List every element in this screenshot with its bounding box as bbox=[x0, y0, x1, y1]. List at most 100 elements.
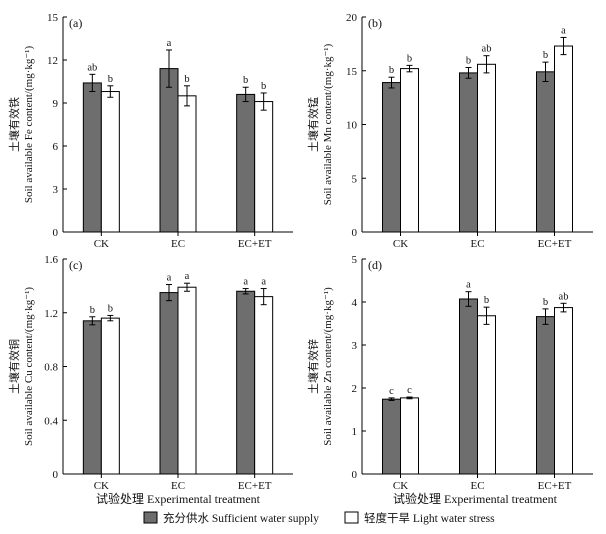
bar-sufficient-ec bbox=[159, 292, 179, 475]
bar-stress-ck bbox=[100, 317, 120, 475]
significance-letter: ab bbox=[482, 44, 492, 55]
y-tick-label: 0 bbox=[352, 469, 358, 481]
bar-stress-ec-et bbox=[554, 307, 573, 475]
y-tick-label: 20 bbox=[346, 12, 358, 24]
x-tick-label-ec-et: EC+ET bbox=[238, 238, 272, 250]
significance-letter: a bbox=[243, 277, 248, 288]
y-axis-label-en: Soil available Cu content/(mg·kg⁻¹) bbox=[23, 287, 35, 446]
x-tick-label-ck: CK bbox=[94, 480, 109, 492]
y-tick-label: 1 bbox=[352, 426, 358, 438]
legend: 充分供水 Sufficient water supply 轻度干旱 Light … bbox=[143, 511, 495, 525]
bar-stress-ec-et bbox=[554, 45, 573, 233]
y-tick-label: 3 bbox=[53, 184, 59, 196]
x-axis-title-right: 试验处理 Experimental treatment bbox=[393, 491, 558, 506]
bar-stress-ec-et bbox=[254, 101, 274, 233]
significance-letter: a bbox=[185, 271, 190, 282]
bar-sufficient-ec-et bbox=[536, 71, 555, 233]
y-axis-label-en: Soil available Fe content/(mg·kg⁻¹) bbox=[23, 46, 35, 204]
significance-letter: a bbox=[466, 280, 471, 291]
significance-letter: b bbox=[543, 297, 548, 308]
y-tick-label: 0.8 bbox=[44, 362, 58, 374]
panel-a: 0 3 6 9 12 15 (a) 土壤有效铁 Soil available Fe conten… bbox=[7, 12, 293, 250]
significance-letter: ab bbox=[559, 291, 569, 302]
significance-letter: c bbox=[407, 385, 412, 396]
bar-sufficient-ck bbox=[382, 82, 401, 233]
bar-sufficient-ec-et bbox=[236, 290, 256, 475]
bar-stress-ck bbox=[400, 68, 419, 233]
significance-letter: b bbox=[90, 305, 95, 316]
y-tick-label: 5 bbox=[352, 173, 358, 185]
y-tick-label: 4 bbox=[352, 297, 358, 309]
significance-letter: a bbox=[167, 273, 172, 284]
x-tick-label-ec: EC bbox=[470, 480, 484, 492]
bar-stress-ec-et bbox=[254, 296, 274, 475]
x-tick-label-ec: EC bbox=[470, 238, 484, 250]
y-tick-label: 3 bbox=[352, 340, 358, 352]
y-tick-label: 1.2 bbox=[44, 308, 58, 320]
x-tick-label-ec: EC bbox=[171, 480, 185, 492]
y-tick-label: 6 bbox=[53, 141, 59, 153]
y-axis-label-cn: 土壤有效铜 bbox=[7, 339, 21, 394]
x-axis-title-left: 试验处理 Experimental treatment bbox=[96, 491, 261, 506]
x-tick-label-ec-et: EC+ET bbox=[538, 480, 572, 492]
y-tick-label: 5 bbox=[352, 254, 358, 266]
significance-letter: b bbox=[243, 75, 248, 86]
legend-swatch-sufficient bbox=[143, 511, 158, 524]
significance-letter: b bbox=[484, 295, 489, 306]
y-tick-label: 0 bbox=[53, 469, 59, 481]
legend-label-stress: 轻度干旱 Light water stress bbox=[364, 511, 495, 525]
x-tick-label-ck: CK bbox=[393, 238, 408, 250]
bar-sufficient-ec bbox=[159, 68, 179, 233]
significance-letter: a bbox=[167, 38, 172, 49]
bar-sufficient-ck bbox=[82, 320, 102, 475]
significance-letter: ab bbox=[87, 62, 97, 73]
panel-label: (d) bbox=[368, 258, 382, 272]
y-tick-label: 15 bbox=[346, 66, 358, 78]
x-tick-label-ec: EC bbox=[171, 238, 185, 250]
x-tick-label-ck: CK bbox=[94, 238, 109, 250]
y-tick-label: 10 bbox=[346, 120, 358, 132]
panel-label: (a) bbox=[69, 16, 82, 30]
bar-sufficient-ec bbox=[459, 298, 478, 475]
significance-letter: a bbox=[261, 277, 266, 288]
panel-label: (b) bbox=[368, 16, 382, 30]
significance-letter: c bbox=[389, 386, 394, 397]
bar-stress-ec bbox=[477, 63, 496, 233]
y-tick-label: 12 bbox=[47, 55, 58, 67]
y-axis-label-en: Soil available Mn content/(mg·kg⁻¹) bbox=[322, 43, 334, 205]
legend-swatch-stress bbox=[344, 511, 359, 524]
y-tick-label: 0 bbox=[53, 227, 59, 239]
legend-label-sufficient: 充分供水 Sufficient water supply bbox=[163, 511, 319, 525]
panel-b: 0 5 10 15 20 (b) 土壤有效锰 Soil available Mn conten… bbox=[306, 12, 593, 250]
x-tick-label-ec-et: EC+ET bbox=[538, 238, 572, 250]
bar-sufficient-ck bbox=[382, 398, 401, 475]
significance-letter: b bbox=[389, 65, 394, 76]
x-tick-label-ck: CK bbox=[393, 480, 408, 492]
significance-letter: b bbox=[108, 303, 113, 314]
significance-letter: b bbox=[184, 74, 189, 85]
x-tick-label-ec-et: EC+ET bbox=[238, 480, 272, 492]
y-tick-label: 2 bbox=[352, 383, 358, 395]
bar-sufficient-ec-et bbox=[236, 93, 256, 233]
significance-letter: b bbox=[407, 53, 412, 64]
significance-letter: b bbox=[543, 50, 548, 61]
bar-stress-ck bbox=[400, 397, 419, 475]
panel-label: (c) bbox=[69, 258, 82, 272]
significance-letter: b bbox=[466, 56, 471, 67]
y-tick-label: 15 bbox=[47, 12, 59, 24]
bar-sufficient-ec-et bbox=[536, 316, 555, 475]
bar-stress-ck bbox=[100, 91, 120, 233]
bar-sufficient-ec bbox=[459, 72, 478, 233]
significance-letter: b bbox=[108, 74, 113, 85]
bar-stress-ec bbox=[177, 286, 197, 475]
y-tick-label: 0.4 bbox=[44, 415, 58, 427]
y-axis-label-cn: 土壤有效锌 bbox=[306, 339, 320, 394]
significance-letter: b bbox=[261, 81, 266, 92]
bar-sufficient-ck bbox=[82, 82, 102, 233]
y-tick-label: 1.6 bbox=[44, 254, 58, 266]
panel-d: 0 1 2 3 4 5 (d) 土壤有效锌 Soil available Zn content/… bbox=[306, 254, 593, 492]
y-axis-label-cn: 土壤有效铁 bbox=[7, 97, 21, 152]
panel-c: 0 0.4 0.8 1.2 1.6 (c) 土壤有效铜 Soil available Cu c… bbox=[7, 254, 293, 492]
y-tick-label: 9 bbox=[53, 98, 59, 110]
